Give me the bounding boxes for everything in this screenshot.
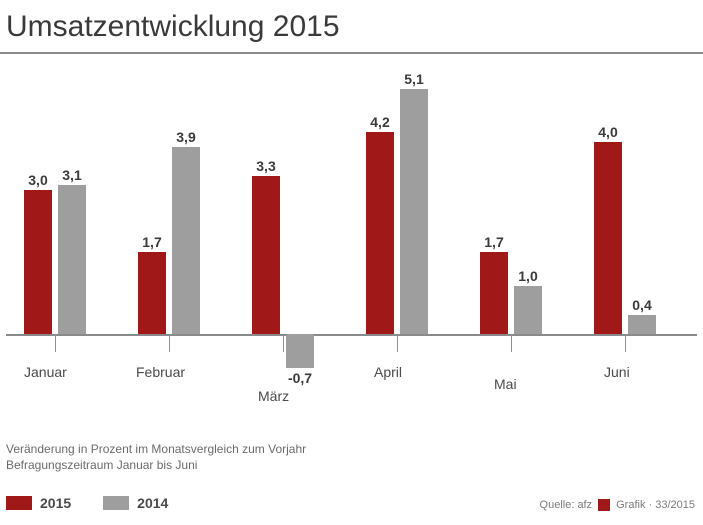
bar-label-2014-april: 5,1 [394,71,434,87]
legend-item-2015: 2015 [6,495,71,511]
month-label-juni: Juni [604,364,630,380]
source-square-icon [598,499,610,511]
bar-label-2014-mai: 1,0 [508,268,548,284]
bar-2014-april: 5,1 [400,89,428,334]
bar-label-2014-juni: 0,4 [622,297,662,313]
chart-title: Umsatzentwicklung 2015 [0,0,703,54]
bar-label-2015-april: 4,2 [360,114,400,130]
legend-swatch-2015 [6,496,32,510]
month-label-märz: März [258,388,289,404]
bar-label-2014-märz: -0,7 [280,370,320,386]
month-label-mai: Mai [494,376,517,392]
bar-label-2015-märz: 3,3 [246,158,286,174]
month-label-april: April [374,364,402,380]
bar-2014-juni: 0,4 [628,315,656,334]
bar-2015-februar: 1,7 [138,252,166,334]
bar-2015-märz: 3,3 [252,176,280,334]
axis-tick [625,334,626,352]
chart-legend: 2015 2014 [6,495,168,511]
bar-2014-februar: 3,9 [172,147,200,334]
chart-area: 3,03,1Januar1,73,9Februar3,3-0,7März4,25… [6,54,697,414]
bar-2014-märz: -0,7 [286,334,314,368]
bar-2015-mai: 1,7 [480,252,508,334]
chart-source: Quelle: afz Grafik · 33/2015 [540,499,695,511]
legend-label-2015: 2015 [40,495,71,511]
footnote-line-2: Befragungszeitraum Januar bis Juni [6,457,306,473]
axis-tick [397,334,398,352]
month-label-februar: Februar [136,364,185,380]
bar-label-2015-mai: 1,7 [474,234,514,250]
axis-tick [511,334,512,352]
bar-label-2014-januar: 3,1 [52,167,92,183]
source-suffix: Grafik · 33/2015 [616,499,695,511]
bar-2014-mai: 1,0 [514,286,542,334]
bar-2014-januar: 3,1 [58,185,86,334]
bar-label-2015-februar: 1,7 [132,234,172,250]
axis-tick [283,334,284,352]
bar-label-2014-februar: 3,9 [166,129,206,145]
legend-item-2014: 2014 [103,495,168,511]
chart-baseline [6,334,697,336]
bar-2015-juni: 4,0 [594,142,622,334]
axis-tick [55,334,56,352]
bar-2015-april: 4,2 [366,132,394,334]
axis-tick [169,334,170,352]
legend-label-2014: 2014 [137,495,168,511]
bar-2015-januar: 3,0 [24,190,52,334]
chart-footnotes: Veränderung in Prozent im Monatsvergleic… [6,441,306,473]
month-label-januar: Januar [24,364,67,380]
legend-swatch-2014 [103,496,129,510]
source-prefix: Quelle: afz [540,499,593,511]
footnote-line-1: Veränderung in Prozent im Monatsvergleic… [6,441,306,457]
bar-label-2015-juni: 4,0 [588,124,628,140]
